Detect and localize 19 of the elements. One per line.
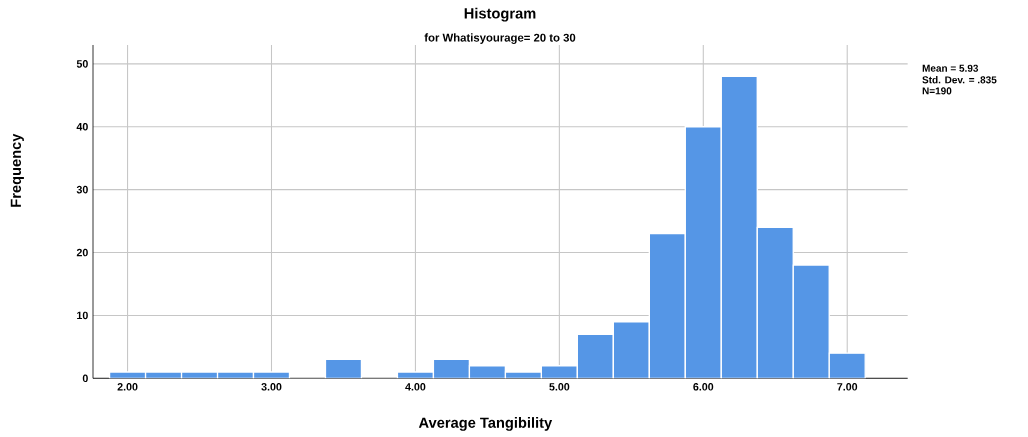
y-tick-label: 40 [76, 122, 88, 131]
y-tick-label: 10 [77, 311, 88, 320]
x-tick-label: 5.00 [549, 382, 570, 391]
y-tick-label: 20 [76, 248, 88, 257]
y-tick-label: 0 [82, 374, 88, 382]
text: Std. Dev. = .835 [922, 75, 997, 84]
x-tick-label: 7.00 [837, 382, 858, 391]
y-tick-label: 50 [76, 59, 88, 68]
text: Mean = 5.93 [922, 64, 979, 72]
chart-title: Histogram [464, 7, 536, 22]
x-tick-label: 6.00 [693, 382, 714, 391]
y-axis-title: Frequency [10, 133, 24, 207]
x-axis-title: Average Tangibility [418, 416, 553, 431]
x-tick-label: 4.00 [405, 382, 426, 391]
text: N=190 [922, 87, 952, 95]
x-tick-label: 2.00 [117, 382, 138, 391]
y-tick-label: 30 [76, 185, 88, 194]
x-tick-label: 3.00 [261, 382, 282, 391]
chart-subtitle: for Whatisyourage= 20 to 30 [424, 33, 576, 44]
